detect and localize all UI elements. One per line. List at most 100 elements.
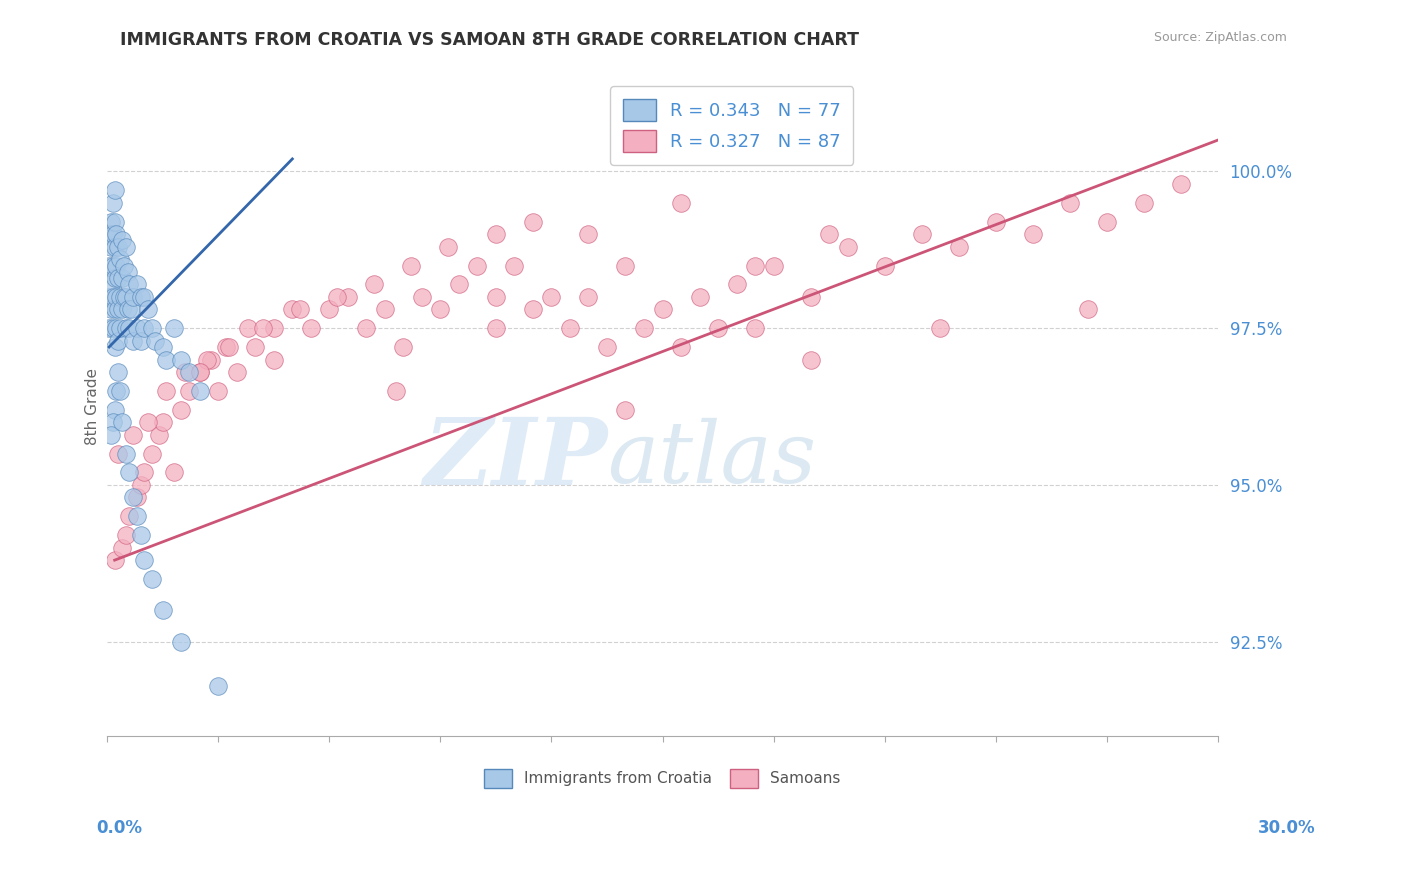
Point [101, 259, 124, 273]
Point [134, 290, 156, 304]
Point [118, 321, 141, 335]
Text: ZIP: ZIP [423, 414, 607, 504]
Point [100, 214, 122, 228]
Point [215, 340, 238, 354]
Point [114, 290, 136, 304]
Point [163, 466, 186, 480]
Point [141, 446, 163, 460]
Point [125, 509, 148, 524]
Point [107, 446, 129, 460]
Point [114, 528, 136, 542]
Point [98, 259, 121, 273]
Point [177, 365, 200, 379]
Point [1021, 227, 1043, 242]
Point [101, 195, 124, 210]
Point [1170, 177, 1192, 191]
Point [225, 365, 247, 379]
Point [1077, 302, 1099, 317]
Point [111, 415, 134, 429]
Point [374, 302, 396, 317]
Point [122, 334, 145, 348]
Point [800, 290, 823, 304]
Point [134, 321, 156, 335]
Point [117, 265, 139, 279]
Point [111, 271, 134, 285]
Point [141, 321, 163, 335]
Point [522, 214, 544, 228]
Point [195, 352, 218, 367]
Text: atlas: atlas [607, 417, 815, 500]
Point [117, 302, 139, 317]
Point [385, 384, 408, 398]
Point [170, 352, 193, 367]
Point [447, 277, 470, 292]
Point [299, 321, 322, 335]
Point [1095, 214, 1118, 228]
Point [263, 321, 285, 335]
Point [326, 290, 349, 304]
Point [134, 553, 156, 567]
Point [112, 259, 135, 273]
Point [152, 340, 174, 354]
Point [111, 234, 134, 248]
Point [336, 290, 359, 304]
Point [818, 227, 841, 242]
Point [188, 384, 211, 398]
Point [281, 302, 304, 317]
Point [837, 240, 859, 254]
Point [118, 509, 141, 524]
Point [200, 352, 222, 367]
Point [558, 321, 581, 335]
Point [614, 402, 637, 417]
Point [105, 290, 128, 304]
Point [152, 415, 174, 429]
Point [111, 541, 134, 555]
Point [107, 240, 129, 254]
Point [125, 491, 148, 505]
Point [114, 446, 136, 460]
Point [100, 277, 122, 292]
Point [1059, 195, 1081, 210]
Point [236, 321, 259, 335]
Point [129, 290, 152, 304]
Point [105, 259, 128, 273]
Point [252, 321, 274, 335]
Point [104, 340, 127, 354]
Point [108, 290, 131, 304]
Point [112, 290, 135, 304]
Y-axis label: 8th Grade: 8th Grade [86, 368, 100, 445]
Point [1132, 195, 1154, 210]
Point [188, 365, 211, 379]
Text: Source: ZipAtlas.com: Source: ZipAtlas.com [1153, 31, 1286, 45]
Point [108, 252, 131, 267]
Point [114, 240, 136, 254]
Point [155, 384, 177, 398]
Legend: Immigrants from Croatia, Samoans: Immigrants from Croatia, Samoans [478, 763, 846, 794]
Point [651, 302, 673, 317]
Point [318, 302, 340, 317]
Point [107, 365, 129, 379]
Point [411, 290, 433, 304]
Point [101, 290, 124, 304]
Point [263, 352, 285, 367]
Point [104, 302, 127, 317]
Point [163, 321, 186, 335]
Point [105, 384, 128, 398]
Point [148, 427, 170, 442]
Point [522, 302, 544, 317]
Point [485, 290, 508, 304]
Text: IMMIGRANTS FROM CROATIA VS SAMOAN 8TH GRADE CORRELATION CHART: IMMIGRANTS FROM CROATIA VS SAMOAN 8TH GR… [120, 31, 859, 49]
Point [108, 321, 131, 335]
Point [118, 277, 141, 292]
Point [104, 271, 127, 285]
Point [152, 603, 174, 617]
Point [170, 402, 193, 417]
Point [633, 321, 655, 335]
Point [122, 491, 145, 505]
Point [100, 240, 122, 254]
Point [218, 340, 240, 354]
Point [725, 277, 748, 292]
Text: 30.0%: 30.0% [1258, 819, 1315, 837]
Point [107, 271, 129, 285]
Point [429, 302, 451, 317]
